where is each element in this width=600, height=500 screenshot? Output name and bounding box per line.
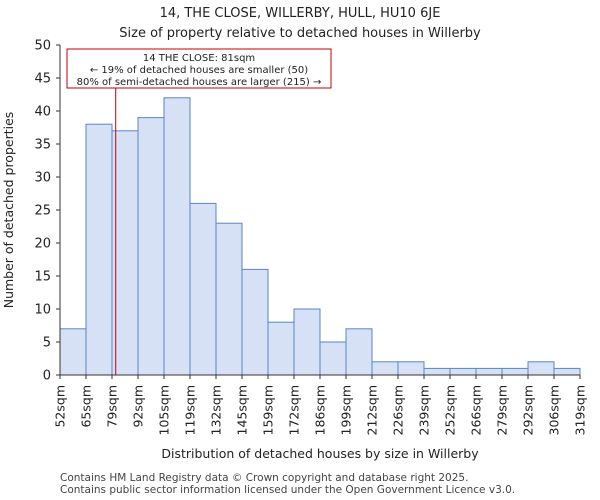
histogram-bar — [267, 321, 295, 376]
histogram-bar — [397, 361, 425, 376]
x-tick-label: 119sqm — [183, 385, 198, 435]
annotation-line-3: 80% of semi-detached houses are larger (… — [77, 77, 322, 88]
histogram-bar — [293, 308, 321, 376]
x-tick-label: 105sqm — [157, 385, 172, 435]
ticks-group: 0 5 10 15 20 25 30 35 40 45 50 52sqm 65sqm 79sqm 92sqm… — [34, 39, 587, 436]
x-tick-label: 186sqm — [313, 385, 328, 435]
histogram-bar — [241, 268, 269, 376]
annotation-box: 14 THE CLOSE: 81sqm ← 19% of detached ho… — [66, 48, 332, 89]
footer-line-1: Contains HM Land Registry data © Crown c… — [60, 472, 469, 484]
chart-subtitle: Size of property relative to detached ho… — [119, 26, 481, 41]
y-tick-label: 35 — [34, 138, 51, 153]
histogram-bar — [111, 130, 139, 376]
x-tick-label: 145sqm — [235, 385, 250, 435]
y-tick-label: 25 — [34, 204, 51, 219]
histogram-bar — [449, 367, 477, 376]
histogram-bar — [345, 328, 373, 376]
x-tick-label: 306sqm — [547, 385, 562, 435]
x-tick-label: 239sqm — [417, 385, 432, 435]
x-tick-label: 79sqm — [105, 385, 120, 428]
x-tick-label: 65sqm — [79, 385, 94, 428]
histogram-bar — [189, 202, 217, 376]
y-tick-label: 0 — [43, 369, 51, 384]
y-tick-label: 30 — [34, 171, 51, 186]
histogram-bar — [59, 328, 87, 376]
x-tick-label: 266sqm — [469, 385, 484, 435]
y-tick-label: 40 — [34, 105, 51, 120]
y-tick-label: 10 — [34, 303, 51, 318]
y-tick-label: 50 — [34, 39, 51, 54]
x-tick-label: 159sqm — [261, 385, 276, 435]
bars-group — [59, 97, 581, 376]
histogram-bar — [371, 361, 399, 376]
histogram-bar — [215, 222, 243, 376]
histogram-bar — [527, 361, 555, 376]
histogram-bar — [319, 341, 347, 376]
histogram-bar — [85, 123, 113, 376]
x-tick-label: 199sqm — [339, 385, 354, 435]
histogram-bar — [423, 367, 451, 376]
histogram-bar — [163, 97, 191, 376]
histogram-bar — [475, 367, 503, 376]
x-tick-label: 52sqm — [53, 385, 68, 428]
x-tick-label: 292sqm — [521, 385, 536, 435]
y-axis-label: Number of detached properties — [1, 112, 16, 309]
histogram-bar — [501, 367, 529, 376]
x-tick-label: 279sqm — [495, 385, 510, 435]
chart-title: 14, THE CLOSE, WILLERBY, HULL, HU10 6JE — [159, 6, 441, 21]
x-tick-label: 212sqm — [365, 385, 380, 435]
annotation-line-2: ← 19% of detached houses are smaller (50… — [90, 65, 308, 76]
y-tick-label: 15 — [34, 270, 51, 285]
y-tick-label: 20 — [34, 237, 51, 252]
footer-line-2: Contains public sector information licen… — [60, 484, 516, 496]
histogram-bar — [553, 367, 581, 376]
x-tick-label: 172sqm — [287, 385, 302, 435]
x-axis-label: Distribution of detached houses by size … — [161, 446, 479, 461]
x-tick-label: 319sqm — [573, 385, 588, 435]
histogram-bar — [137, 117, 165, 376]
x-tick-label: 252sqm — [443, 385, 458, 435]
annotation-line-1: 14 THE CLOSE: 81sqm — [143, 53, 255, 64]
x-tick-label: 92sqm — [131, 385, 146, 428]
x-tick-label: 132sqm — [209, 385, 224, 435]
y-tick-label: 45 — [34, 72, 51, 87]
x-tick-label: 226sqm — [391, 385, 406, 435]
y-tick-label: 5 — [43, 336, 51, 351]
